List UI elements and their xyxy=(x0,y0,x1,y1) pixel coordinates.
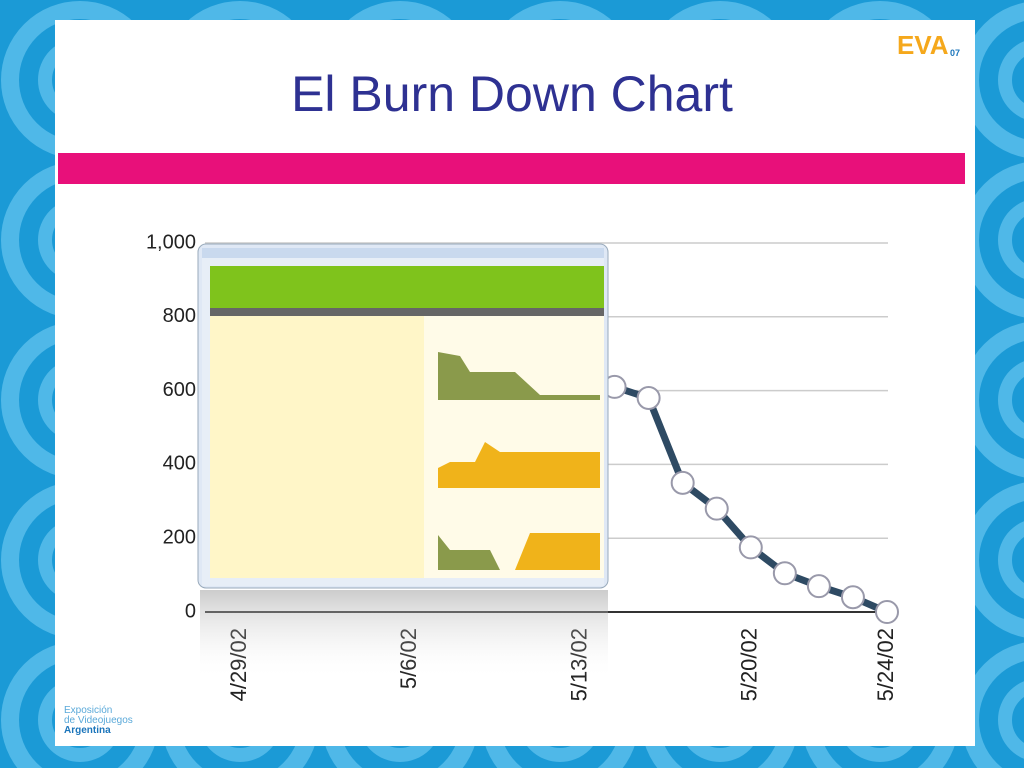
sheet-tabs xyxy=(202,578,604,586)
x-tick-label: 5/20/02 xyxy=(737,628,762,701)
sheet-header-row xyxy=(210,308,604,316)
point xyxy=(875,600,899,624)
slide-title: El Burn Down Chart xyxy=(291,66,733,122)
x-tick-label: 5/24/02 xyxy=(873,628,898,701)
logo-text: EVA xyxy=(897,30,949,60)
footer-line: Argentina xyxy=(64,725,111,736)
footer-line: Exposición xyxy=(64,705,112,716)
column-header xyxy=(202,258,604,266)
row-header xyxy=(202,266,210,578)
point xyxy=(636,385,661,410)
mini-chart-area xyxy=(438,442,600,488)
mini-chart-area xyxy=(438,535,500,570)
y-tick-label: 0 xyxy=(185,600,196,622)
y-tick-label: 200 xyxy=(163,526,196,548)
logo: EVA 07 xyxy=(897,30,960,60)
point xyxy=(670,470,695,495)
y-tick-label: 800 xyxy=(163,305,196,327)
mini-chart-area xyxy=(438,352,600,400)
reflection xyxy=(200,590,608,680)
point xyxy=(806,574,831,599)
y-tick-label: 400 xyxy=(163,453,196,475)
excel-screenshot xyxy=(197,243,609,680)
window-titlebar xyxy=(202,248,604,258)
task-table xyxy=(210,316,424,578)
mini-chart-area xyxy=(515,533,600,570)
point xyxy=(840,585,865,610)
y-tick-label: 600 xyxy=(163,379,196,401)
y-tick-label: 1,000 xyxy=(146,231,196,253)
point xyxy=(738,535,763,560)
logo-year: 07 xyxy=(950,48,960,58)
point xyxy=(772,561,797,586)
footer-line: de Videojuegos xyxy=(64,715,133,726)
sheet-header xyxy=(210,266,604,308)
title-bar xyxy=(58,153,965,184)
point xyxy=(704,496,729,521)
